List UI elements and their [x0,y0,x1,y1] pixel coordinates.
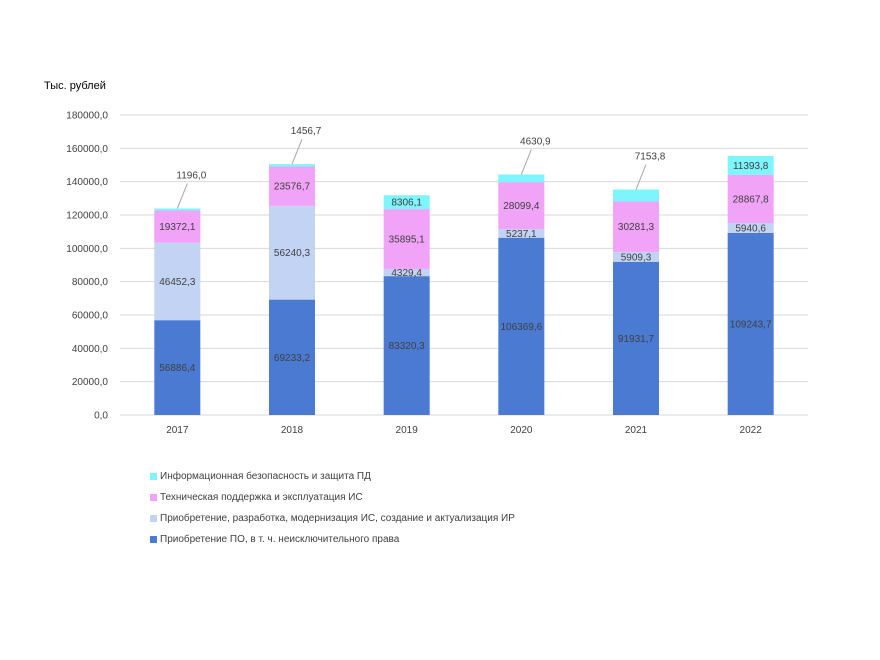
bar-segment [269,299,315,415]
data-label: 56886,4 [159,363,196,374]
bar-segment [498,182,545,229]
bar-segment [154,242,201,321]
bar-segment [269,205,315,300]
legend-item: Информационная безопасность и защита ПД [150,466,515,487]
data-label: 91931,7 [618,334,655,345]
data-label: 109243,7 [730,319,772,330]
data-label: 69233,2 [274,353,311,364]
bar-segment [613,201,659,252]
chart-legend: Информационная безопасность и защита ПД Т… [150,466,515,550]
legend-swatch [150,473,157,480]
bar-segment [613,261,659,415]
data-label: 28099,4 [503,201,540,212]
y-tick-label: 140000,0 [66,177,108,188]
y-tick-label: 120000,0 [66,211,108,222]
data-label: 106369,6 [500,322,542,333]
bar-segment [727,232,774,415]
data-label: 4630,9 [520,136,551,147]
x-tick-label: 2021 [625,425,648,436]
bar-segment [727,223,774,233]
data-label: 4329,4 [391,268,422,279]
leader-line [635,164,647,190]
bar-segment [727,174,774,224]
bar-segment [727,155,774,175]
data-label: 1196,0 [176,170,206,181]
bar-segment [383,268,430,277]
bar-segment [613,189,659,202]
data-label: 5909,3 [621,252,652,263]
y-tick-label: 100000,0 [66,244,108,255]
bar-segment [613,251,659,262]
legend-item: Приобретение ПО, в т. ч. неисключительно… [150,529,515,550]
bar-segment [154,210,201,243]
legend-swatch [150,494,157,501]
legend-item: Техническая поддержка и эксплуатация ИС [150,487,515,508]
data-label: 5237,1 [506,229,537,240]
legend-label: Приобретение ПО, в т. ч. неисключительно… [160,534,400,545]
data-label: 5940,6 [735,223,766,234]
y-tick-label: 40000,0 [72,344,109,355]
y-tick-label: 180000,0 [66,111,108,122]
bar-segment [383,276,430,415]
data-label: 23576,7 [274,182,311,193]
data-label: 7153,8 [635,152,666,163]
data-label: 28867,8 [733,194,770,205]
bar-segment [154,320,201,415]
y-axis-title: Тыс. рублей [44,80,106,92]
x-tick-label: 2018 [281,425,304,436]
legend-item: Приобретение, разработка, модернизация И… [150,508,515,529]
bar-segment [383,195,430,210]
bar-segment [269,164,315,167]
data-label: 8306,1 [391,198,422,209]
data-label: 1456,7 [291,126,322,137]
legend-swatch [150,536,157,543]
legend-swatch [150,515,157,522]
stacked-bar-chart: 0,0 20000,0 40000,0 60000,0 80000,0 100000,0 1… [66,111,808,436]
data-label: 46452,3 [159,277,196,288]
leader-line [176,183,188,209]
leader-line [291,138,303,165]
bar-segment [383,209,430,269]
leader-line [520,149,532,175]
y-tick-label: 20000,0 [72,377,109,388]
data-label: 30281,3 [618,222,655,233]
y-tick-label: 160000,0 [66,144,108,155]
data-label: 83320,3 [389,341,426,352]
x-tick-label: 2017 [166,425,189,436]
x-tick-label: 2020 [510,425,533,436]
x-tick-label: 2019 [396,425,419,436]
data-label: 11393,8 [733,161,769,172]
y-tick-label: 0,0 [94,411,108,422]
data-label: 56240,3 [274,248,311,259]
bar-segment [269,166,315,206]
data-label: 19372,1 [159,222,196,233]
y-tick-label: 80000,0 [72,277,109,288]
x-tick-label: 2022 [740,425,763,436]
y-tick-label: 60000,0 [72,311,109,322]
bar-segment [154,208,201,211]
legend-label: Техническая поддержка и эксплуатация ИС [160,492,363,503]
bar-segment [498,237,545,415]
bar-segment [498,228,545,238]
legend-label: Приобретение, разработка, модернизация И… [160,513,515,524]
bar-segment [498,174,545,183]
legend-label: Информационная безопасность и защита ПД [160,471,371,482]
data-label: 35895,1 [389,235,426,246]
